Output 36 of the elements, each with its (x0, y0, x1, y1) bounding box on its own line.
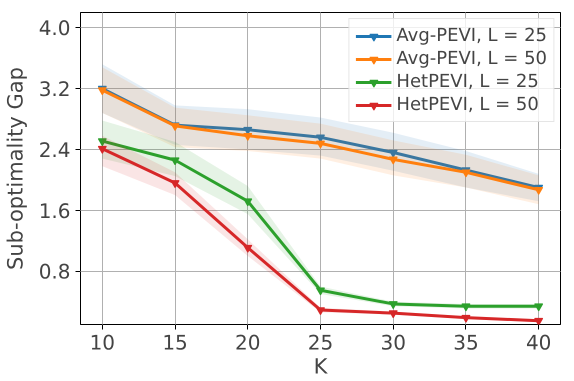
legend-label: Avg-PEVI, L = 25 (396, 25, 547, 46)
x-tick-label: 15 (162, 330, 188, 354)
legend-label: HetPEVI, L = 25 (396, 71, 539, 92)
point (388, 310, 398, 318)
legend-label: Avg-PEVI, L = 50 (396, 48, 547, 69)
point (461, 303, 470, 312)
point (534, 303, 544, 312)
y-tick-label: 3.2 (38, 77, 71, 102)
x-tick-label: 10 (90, 330, 116, 354)
point (388, 301, 398, 310)
point (170, 180, 180, 188)
point (534, 187, 544, 195)
point (316, 287, 325, 296)
y-axis-title: Sub-optimality Gap (4, 66, 28, 270)
point (98, 138, 107, 146)
point (98, 146, 107, 154)
x-tick-label: 35 (453, 330, 479, 354)
legend-label: HetPEVI, L = 50 (396, 94, 539, 115)
point (243, 198, 252, 206)
y-tick-label: 1.6 (38, 198, 71, 223)
x-axis-title: K (314, 354, 329, 378)
x-tick-label: 25 (308, 330, 334, 354)
point (388, 156, 398, 164)
point (243, 244, 252, 253)
point (461, 314, 470, 323)
y-tick-label: 2.4 (38, 138, 71, 162)
y-tick-label: 0.8 (38, 260, 71, 284)
point (243, 132, 252, 141)
x-tick-label: 20 (235, 330, 260, 354)
point (316, 307, 325, 316)
x-tick-label: 30 (380, 330, 406, 354)
point (534, 318, 544, 324)
point (316, 140, 325, 149)
y-tick-label: 4.0 (38, 16, 71, 40)
point (170, 157, 180, 166)
x-tick-label: 40 (526, 330, 552, 354)
